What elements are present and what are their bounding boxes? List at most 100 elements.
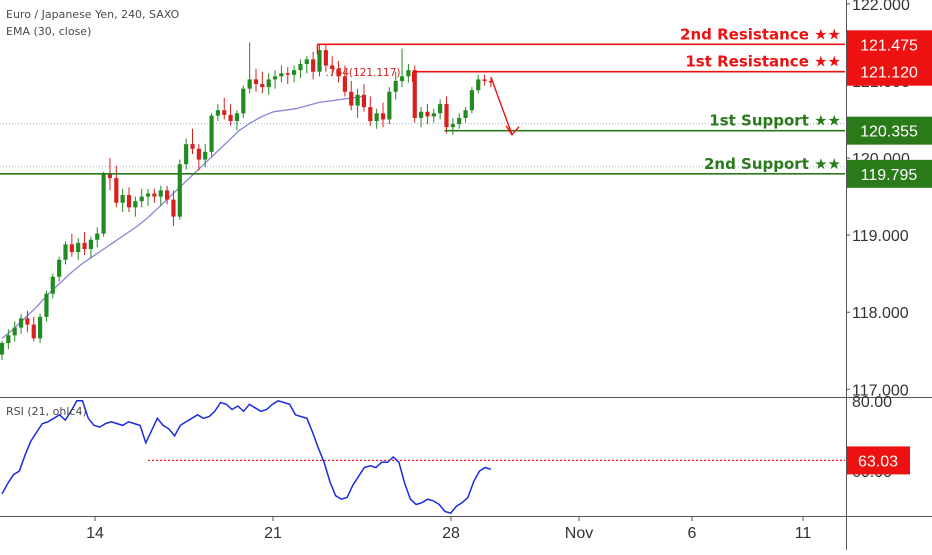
candle <box>482 74 487 86</box>
candle-body <box>69 244 74 253</box>
candle <box>330 56 335 77</box>
candle <box>114 165 119 208</box>
candle <box>298 59 303 78</box>
candle <box>234 110 240 131</box>
candle <box>44 290 49 322</box>
candle <box>209 113 214 157</box>
candle-body <box>50 276 55 294</box>
candle-body <box>304 59 309 64</box>
candle-body <box>6 335 11 344</box>
candle <box>406 63 411 83</box>
candle <box>266 73 271 95</box>
candle-body <box>247 79 252 89</box>
candle <box>399 48 405 88</box>
price-level-tag <box>847 30 932 59</box>
candle-body <box>279 73 284 77</box>
candle <box>69 233 74 257</box>
candle-body <box>285 73 290 75</box>
candle <box>215 104 220 122</box>
candle <box>145 188 151 206</box>
candle <box>317 43 322 77</box>
candle-body <box>158 190 163 197</box>
candle <box>158 185 163 206</box>
candle <box>126 187 132 212</box>
candle <box>165 185 170 205</box>
candle-body <box>88 239 93 249</box>
candle <box>31 316 36 342</box>
candle-body <box>272 76 278 80</box>
candle <box>6 329 11 350</box>
candle <box>412 65 417 123</box>
time-tick-label: 14 <box>86 525 104 542</box>
candle-body <box>419 111 424 118</box>
candle-body <box>95 233 100 240</box>
candle-body <box>241 88 246 114</box>
candle-body <box>469 90 474 111</box>
candle-body <box>323 50 328 66</box>
time-tick-label: 6 <box>688 525 697 542</box>
candle <box>12 321 17 342</box>
candle-body <box>311 59 316 72</box>
price-tick-label: 119.000 <box>852 228 909 245</box>
price-level-tag-text: 121.120 <box>860 65 918 82</box>
candle-body <box>215 110 220 116</box>
candle <box>82 232 87 256</box>
price-level-tag <box>847 159 932 188</box>
price-tick-label: 118.000 <box>852 305 909 322</box>
candle <box>38 313 43 344</box>
candle <box>393 71 398 100</box>
candle-body <box>368 107 373 122</box>
candle <box>304 56 309 74</box>
candle <box>292 65 297 83</box>
rsi-line <box>1 399 492 515</box>
candle <box>469 87 474 114</box>
candle-body <box>425 111 430 117</box>
price-level-tag-text: 121.475 <box>860 37 918 54</box>
candle <box>190 128 195 155</box>
candle-body <box>177 164 182 217</box>
candle-body <box>298 63 303 71</box>
candle <box>50 273 55 299</box>
price-level-tag <box>847 57 932 86</box>
candle-body <box>292 70 297 75</box>
candle-body <box>330 65 335 69</box>
candle <box>18 313 24 334</box>
candle-body <box>342 76 347 92</box>
candle-body <box>31 324 36 339</box>
support-label: 1st Support ★★ <box>709 112 841 130</box>
candle <box>368 96 373 126</box>
candle-body <box>266 79 271 88</box>
candle <box>222 97 227 120</box>
candle-body <box>349 91 354 106</box>
candle-body <box>355 94 360 106</box>
candle-body <box>317 50 322 72</box>
candle <box>444 96 449 134</box>
candle-body <box>120 195 125 203</box>
rsi-legend: RSI (21, ohlc4) <box>6 405 87 418</box>
candle <box>139 188 144 208</box>
candle <box>133 196 138 217</box>
candle-body <box>203 151 208 160</box>
ema-line <box>1 95 364 339</box>
candle-body <box>488 80 494 83</box>
candle-body <box>399 76 405 81</box>
candle <box>57 256 62 282</box>
candle-body <box>444 104 449 128</box>
candle <box>253 68 259 92</box>
rsi-current-tag <box>847 446 910 475</box>
candle-body <box>222 110 227 115</box>
candle <box>425 104 430 125</box>
candle-body <box>482 79 487 81</box>
rsi-current-tag-text: 63.03 <box>858 453 898 470</box>
price-tick-label: 122.000 <box>852 0 910 14</box>
candle-body <box>101 173 106 234</box>
candle <box>349 80 354 111</box>
candle <box>336 60 341 83</box>
candle-body <box>450 124 455 128</box>
candle <box>120 188 125 212</box>
candle-body <box>387 91 392 120</box>
candle <box>177 159 182 220</box>
candle-body <box>38 316 43 339</box>
candle <box>228 104 233 126</box>
